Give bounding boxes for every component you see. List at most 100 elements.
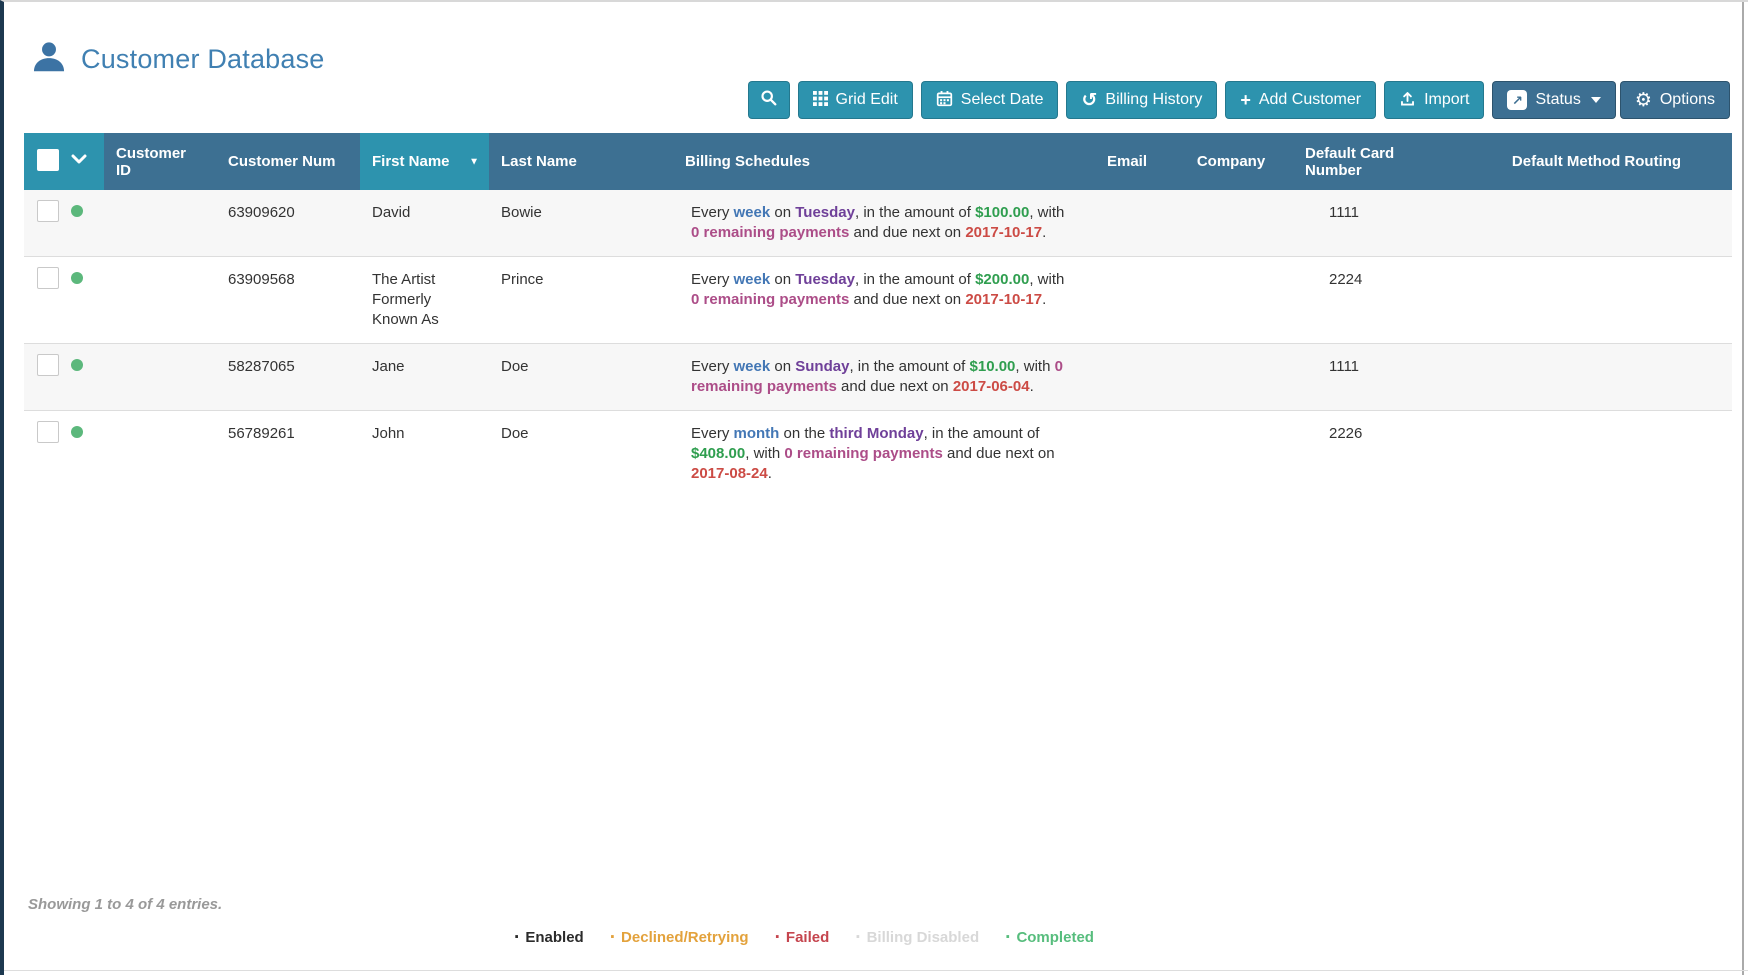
legend-item-billing-disabled: · Billing Disabled — [855, 927, 980, 948]
cell-default-card-number: 2226 — [1329, 425, 1363, 442]
grid-icon — [812, 90, 828, 110]
customer-row[interactable]: 63909620 David Bowie Every week on Tuesday,… — [24, 190, 1732, 257]
column-header-billing-schedules[interactable]: Billing Schedules — [673, 133, 1083, 190]
cell-email — [1083, 411, 1171, 498]
column-header-first-name[interactable]: First Name ▼ — [360, 133, 489, 190]
customer-row[interactable]: 58287065 Jane Doe Every week on Sunday, in … — [24, 343, 1732, 411]
cell-email — [1083, 344, 1171, 411]
select-all-checkbox[interactable] — [37, 148, 59, 171]
search-button[interactable] — [747, 81, 790, 119]
cell-last-name: Bowie — [501, 204, 542, 221]
column-header-label: Email — [1106, 153, 1148, 170]
column-header-label: Billing Schedules — [685, 153, 811, 170]
legend-dot-icon: · — [1005, 927, 1012, 948]
cell-customer-num: 63909568 — [228, 271, 295, 288]
column-header-customer-id[interactable]: Customer ID — [104, 133, 216, 190]
panel-right-border — [1742, 2, 1744, 975]
cell-billing-schedules: Every week on Tuesday, in the amount of … — [691, 204, 1065, 241]
legend-dot-icon: · — [774, 927, 781, 948]
select-all-header-cell — [24, 133, 104, 190]
select-dropdown-chevron-icon[interactable] — [71, 151, 87, 168]
history-icon: ↺ — [1081, 89, 1098, 111]
legend-item-declined-retrying: · Declined/Retrying — [609, 927, 749, 948]
search-icon — [760, 89, 778, 111]
grid-edit-label: Grid Edit — [835, 91, 898, 108]
cell-customer-num: 58287065 — [228, 358, 295, 375]
legend-label: Declined/Retrying — [621, 929, 749, 946]
billing-history-button[interactable]: ↺ Billing History — [1066, 81, 1218, 119]
options-label: Options — [1659, 91, 1715, 108]
legend-item-completed: · Completed — [1005, 927, 1094, 948]
page-header: Customer Database — [4, 2, 1748, 81]
status-dot-enabled — [71, 272, 83, 284]
cell-default-card-number: 1111 — [1329, 358, 1360, 375]
row-select-cell — [24, 411, 104, 498]
column-header-default-card-number[interactable]: Default Card Number — [1291, 133, 1461, 190]
showing-entries-text: Showing 1 to 4 of 4 entries. — [28, 896, 223, 913]
select-date-button[interactable]: Select Date — [920, 81, 1059, 119]
grid-edit-button[interactable]: Grid Edit — [797, 81, 913, 119]
cell-billing-schedules: Every week on Tuesday, in the amount of … — [691, 271, 1065, 308]
legend-label: Billing Disabled — [866, 929, 980, 946]
legend-dot-icon: · — [609, 927, 617, 948]
column-header-company[interactable]: Company — [1171, 133, 1291, 190]
cell-first-name: The Artist Formerly Known As — [372, 271, 439, 328]
cell-default-card-number: 1111 — [1329, 204, 1360, 221]
customer-table-body: 63909620 David Bowie Every week on Tuesday,… — [24, 190, 1732, 497]
legend-item-enabled: · Enabled — [514, 927, 584, 948]
column-header-default-method-routing[interactable]: Default Method Routing — [1461, 133, 1732, 190]
customer-row[interactable]: 63909568 The Artist Formerly Known As Prin… — [24, 256, 1732, 344]
sort-descending-icon: ▼ — [469, 156, 479, 167]
cell-email — [1083, 190, 1171, 257]
import-button[interactable]: Import — [1384, 81, 1485, 119]
legend-label: Enabled — [525, 929, 584, 946]
plus-icon: + — [1240, 90, 1251, 110]
cell-customer-id — [104, 190, 216, 257]
column-header-label: Default Method Routing — [1511, 153, 1682, 170]
status-dot-enabled — [71, 359, 83, 371]
caret-down-icon — [1590, 97, 1601, 103]
column-header-customer-num[interactable]: Customer Num — [216, 133, 360, 190]
add-customer-button[interactable]: + Add Customer — [1225, 81, 1377, 119]
column-header-label: Company — [1196, 153, 1266, 170]
status-legend: · Enabled · Declined/Retrying · Failed · Billin… — [4, 927, 1676, 949]
cell-company — [1171, 411, 1291, 498]
cell-company — [1171, 257, 1291, 344]
add-customer-label: Add Customer — [1258, 91, 1362, 108]
title-wrap: Customer Database — [30, 38, 1730, 81]
upload-icon — [1399, 90, 1416, 111]
legend-item-failed: · Failed — [774, 927, 830, 948]
column-header-label: Last Name — [501, 153, 577, 170]
status-dropdown-button[interactable]: ↗ Status — [1492, 81, 1616, 119]
select-date-label: Select Date — [960, 91, 1044, 108]
table-header-row: Customer ID Customer Num First Name ▼ Last N… — [24, 133, 1732, 190]
cell-default-method-routing — [1461, 344, 1732, 411]
cell-customer-id — [104, 344, 216, 411]
status-label: Status — [1535, 91, 1581, 108]
row-select-cell — [24, 190, 104, 257]
cell-billing-schedules: Every week on Sunday, in the amount of $… — [691, 358, 1063, 395]
customer-person-icon — [30, 38, 68, 81]
options-button[interactable]: ⚙ Options — [1619, 81, 1730, 119]
status-dot-enabled — [71, 205, 83, 217]
column-header-label: Customer ID — [116, 144, 187, 179]
column-header-last-name[interactable]: Last Name — [489, 133, 673, 190]
customer-row[interactable]: 56789261 John Doe Every month on the third … — [24, 410, 1732, 498]
panel-bottom-border — [4, 970, 1748, 971]
cell-default-card-number: 2224 — [1329, 271, 1363, 288]
cell-first-name: John — [372, 425, 405, 442]
cell-default-method-routing — [1461, 190, 1732, 257]
column-header-email[interactable]: Email — [1083, 133, 1171, 190]
cell-billing-schedules: Every month on the third Monday, in the … — [691, 425, 1055, 482]
cell-last-name: Doe — [501, 425, 529, 442]
row-checkbox[interactable] — [37, 354, 59, 376]
row-checkbox[interactable] — [37, 421, 59, 443]
row-checkbox[interactable] — [37, 200, 59, 222]
cell-last-name: Doe — [501, 358, 529, 375]
status-dot-enabled — [71, 426, 83, 438]
import-label: Import — [1424, 91, 1470, 108]
toolbar: Grid Edit Select Date ↺ Billing Hist — [4, 81, 1748, 119]
column-header-label: Customer Num — [228, 153, 336, 170]
row-checkbox[interactable] — [37, 267, 59, 289]
